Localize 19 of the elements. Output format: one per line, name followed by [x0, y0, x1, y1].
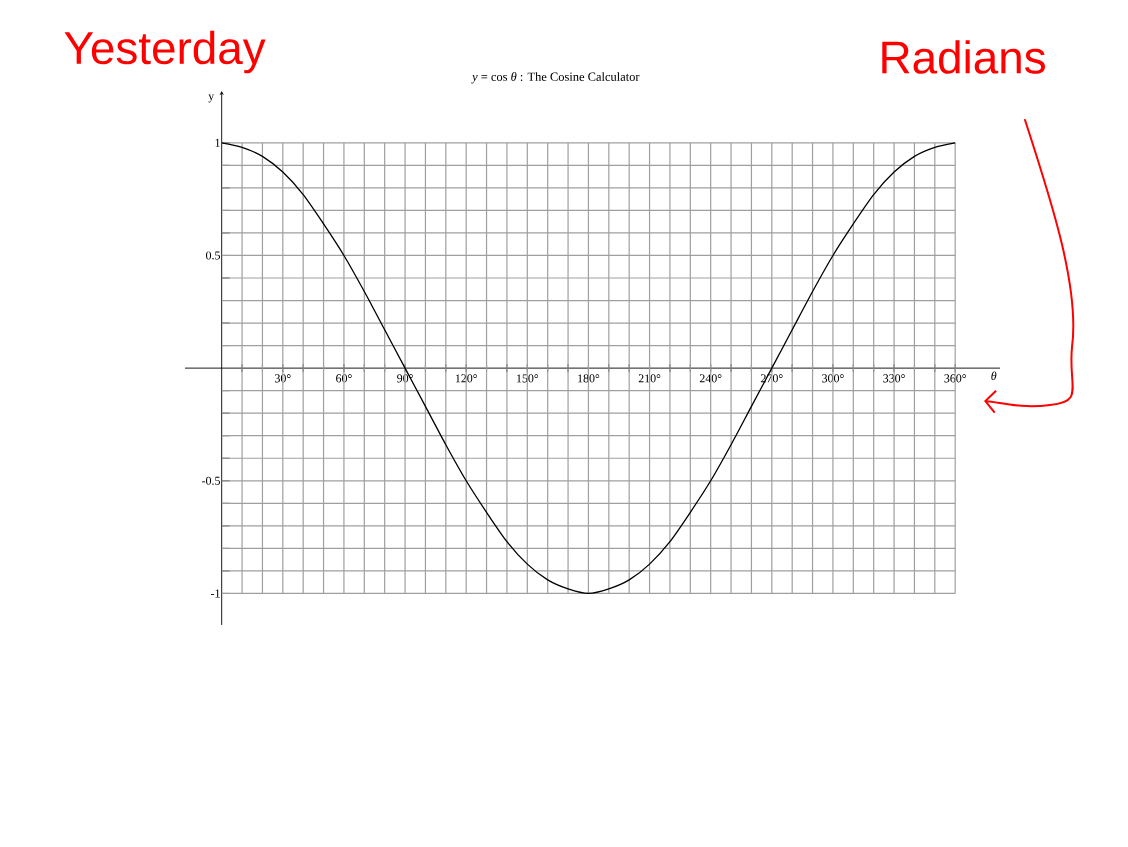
x-tick-label: 330°: [883, 374, 905, 383]
y-tick-label: 1: [215, 138, 220, 147]
x-tick-label: 180°: [578, 374, 600, 383]
y-tick-label: 0.5: [206, 251, 221, 260]
x-tick-label: 360°: [944, 374, 966, 383]
x-axis-title: θ: [991, 371, 997, 381]
x-tick-label: 210°: [638, 374, 661, 383]
x-tick-label: 60°: [336, 374, 352, 383]
x-tick-label: 120°: [455, 374, 477, 383]
text: Yesterday: [64, 30, 266, 74]
x-tick-label: 240°: [699, 374, 722, 383]
x-tick-label: 30°: [275, 374, 291, 383]
y-tick-label: -0.5: [202, 476, 221, 485]
text: Radians: [882, 40, 1045, 74]
x-tick-label: 300°: [822, 374, 844, 383]
x-tick-label: 150°: [517, 374, 539, 383]
y-axis-title: y: [208, 94, 215, 103]
y-tick-label: -1: [210, 589, 220, 598]
chart-title: y = cos θ : The Cosine Calculator: [471, 72, 640, 84]
